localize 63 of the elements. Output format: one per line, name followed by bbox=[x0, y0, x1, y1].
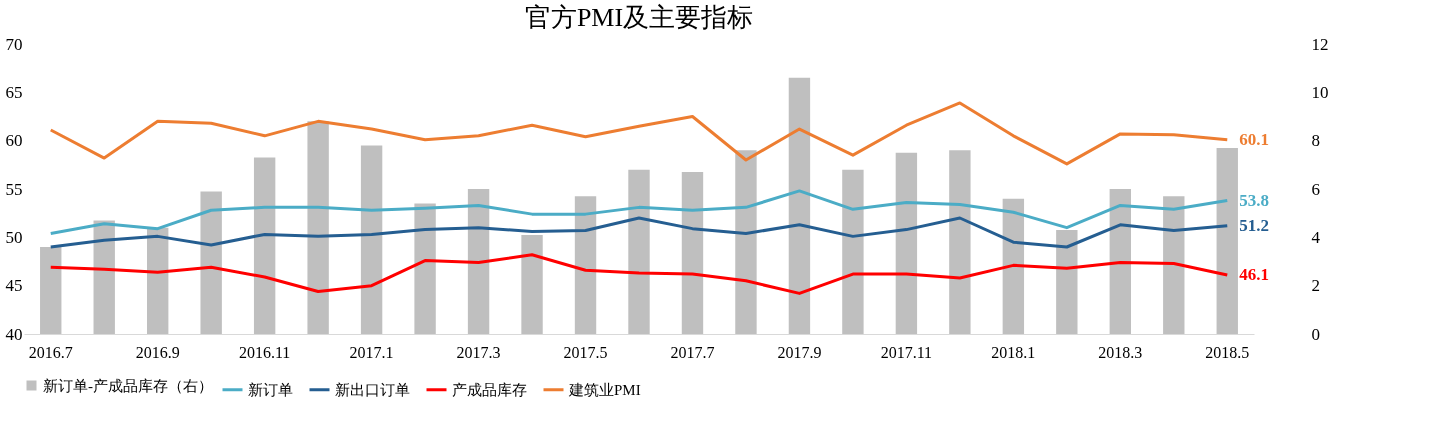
data-label: 46.1 bbox=[1239, 265, 1270, 285]
bar bbox=[307, 121, 329, 334]
bar bbox=[414, 203, 436, 334]
bar bbox=[40, 247, 62, 334]
x-tick-label: 2017.7 bbox=[670, 343, 715, 361]
x-tick-label: 2017.5 bbox=[563, 343, 608, 361]
x-tick-label: 2018.5 bbox=[1205, 343, 1250, 361]
line-series bbox=[49, 101, 1229, 166]
bar bbox=[574, 196, 597, 334]
bar bbox=[1002, 198, 1025, 334]
bar bbox=[788, 77, 811, 334]
y-tick-label: 55 bbox=[5, 179, 23, 199]
legend-label: 产成品库存 bbox=[452, 381, 527, 398]
y2-tick-label: 4 bbox=[1311, 227, 1321, 247]
bar bbox=[1163, 196, 1185, 334]
bar bbox=[1056, 230, 1078, 334]
bar bbox=[147, 227, 169, 334]
x-tick-label: 2018.1 bbox=[991, 343, 1036, 361]
y2-tick-label: 10 bbox=[1311, 82, 1329, 102]
legend-label: 建筑业PMI bbox=[568, 381, 641, 398]
y2-tick-label: 2 bbox=[1311, 276, 1320, 296]
x-tick-label: 2016.11 bbox=[238, 343, 291, 361]
y-tick-label: 70 bbox=[5, 34, 23, 54]
legend-label: 新订单-产成品库存（右） bbox=[43, 377, 213, 394]
bar bbox=[467, 189, 490, 334]
bar bbox=[628, 169, 650, 334]
legend-label: 新订单 bbox=[248, 381, 293, 398]
y-tick-label: 45 bbox=[5, 276, 23, 296]
y2-tick-label: 8 bbox=[1311, 131, 1320, 151]
chart-title: 官方PMI及主要指标 bbox=[524, 3, 754, 32]
x-tick-label: 2017.11 bbox=[880, 343, 933, 361]
x-tick-label: 2017.9 bbox=[777, 343, 822, 361]
x-tick-label: 2017.3 bbox=[456, 343, 501, 361]
line-series bbox=[49, 253, 1229, 295]
bar bbox=[895, 152, 918, 334]
bar bbox=[735, 150, 757, 334]
bar bbox=[681, 172, 704, 334]
data-label: 53.8 bbox=[1239, 190, 1270, 210]
y-tick-label: 65 bbox=[5, 82, 23, 102]
bar bbox=[200, 191, 222, 334]
y2-tick-label: 0 bbox=[1311, 324, 1320, 344]
y2-tick-label: 12 bbox=[1311, 34, 1329, 54]
bar bbox=[253, 157, 276, 334]
x-tick-label: 2016.9 bbox=[135, 343, 180, 361]
bar bbox=[949, 150, 971, 334]
x-tick-label: 2017.1 bbox=[349, 343, 394, 361]
bar bbox=[93, 220, 115, 334]
x-tick-label: 2016.7 bbox=[28, 343, 73, 361]
bar bbox=[1109, 189, 1131, 334]
y-tick-label: 50 bbox=[5, 227, 23, 247]
x-tick-label: 2018.3 bbox=[1098, 343, 1143, 361]
bar bbox=[842, 169, 864, 334]
y-tick-label: 60 bbox=[5, 131, 23, 151]
line-series bbox=[49, 216, 1229, 249]
legend-label: 新出口订单 bbox=[335, 381, 410, 398]
line-series bbox=[49, 189, 1229, 235]
data-label: 60.1 bbox=[1239, 129, 1270, 149]
y-tick-label: 40 bbox=[5, 324, 23, 344]
data-label: 51.2 bbox=[1239, 215, 1270, 235]
bar bbox=[521, 234, 543, 334]
bar bbox=[1216, 147, 1238, 334]
bar bbox=[360, 145, 383, 334]
y2-tick-label: 6 bbox=[1311, 179, 1320, 199]
